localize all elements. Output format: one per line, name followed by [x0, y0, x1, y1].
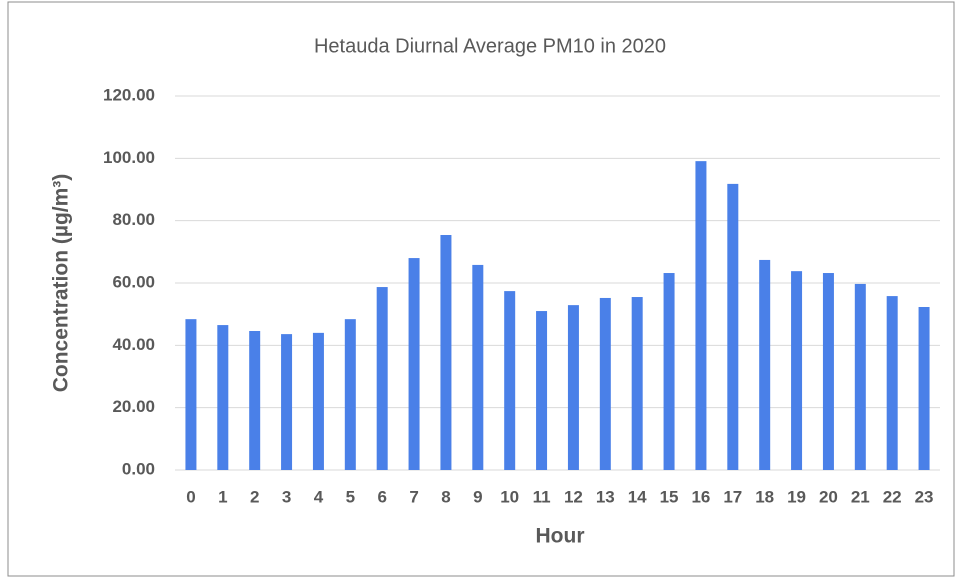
bar: [408, 258, 420, 470]
x-tick-label: 13: [596, 487, 615, 506]
bar: [249, 330, 261, 470]
x-tick-label: 3: [282, 487, 291, 506]
x-tick-label: 14: [628, 487, 647, 506]
bar: [854, 283, 866, 470]
bar: [376, 287, 388, 470]
x-tick-label: 7: [409, 487, 418, 506]
x-tick-label: 9: [473, 487, 482, 506]
bar: [918, 306, 930, 470]
x-tick-label: 18: [755, 487, 774, 506]
bar: [536, 311, 548, 470]
bar: [217, 325, 229, 470]
x-tick-label: 11: [533, 487, 551, 506]
bar: [472, 264, 484, 470]
x-tick-label: 12: [564, 487, 583, 506]
y-tick-label: 20.00: [112, 397, 155, 416]
bar: [791, 271, 803, 470]
bar: [281, 334, 293, 470]
x-tick-label: 1: [218, 487, 227, 506]
bar: [504, 291, 516, 470]
x-tick-label: 6: [377, 487, 386, 506]
bar: [440, 235, 452, 470]
bar: [631, 297, 643, 470]
bar: [663, 273, 675, 470]
x-tick-label: 23: [915, 487, 934, 506]
x-tick-label: 15: [660, 487, 679, 506]
y-axis-title: Concentration (µg/m³): [50, 174, 73, 393]
bar: [822, 273, 834, 470]
y-tick-label: 80.00: [112, 210, 155, 229]
bar: [759, 259, 771, 470]
y-tick-label: 60.00: [112, 272, 155, 291]
x-tick-label: 21: [851, 487, 870, 506]
x-tick-label: 16: [691, 487, 710, 506]
bar: [886, 296, 898, 470]
bar: [727, 183, 739, 470]
chart-title: Hetauda Diurnal Average PM10 in 2020: [314, 35, 666, 57]
x-tick-label: 8: [441, 487, 450, 506]
y-tick-label: 0.00: [122, 459, 155, 478]
x-tick-label: 22: [883, 487, 902, 506]
x-tick-label: 19: [787, 487, 806, 506]
x-tick-label: 4: [314, 487, 324, 506]
x-tick-label: 5: [346, 487, 355, 506]
x-tick-label: 0: [186, 487, 195, 506]
bar: [567, 305, 579, 470]
y-tick-label: 100.00: [103, 148, 155, 167]
x-tick-label: 20: [819, 487, 838, 506]
x-tick-label: 17: [723, 487, 742, 506]
x-tick-label: 2: [250, 487, 259, 506]
bar: [344, 319, 356, 470]
bar: [312, 332, 324, 470]
y-tick-label: 120.00: [103, 85, 155, 104]
x-tick-label: 10: [500, 487, 519, 506]
bar: [599, 297, 611, 470]
bar: [695, 161, 707, 470]
bar: [185, 319, 197, 470]
y-tick-label: 40.00: [112, 335, 155, 354]
x-axis-title: Hour: [536, 525, 585, 548]
